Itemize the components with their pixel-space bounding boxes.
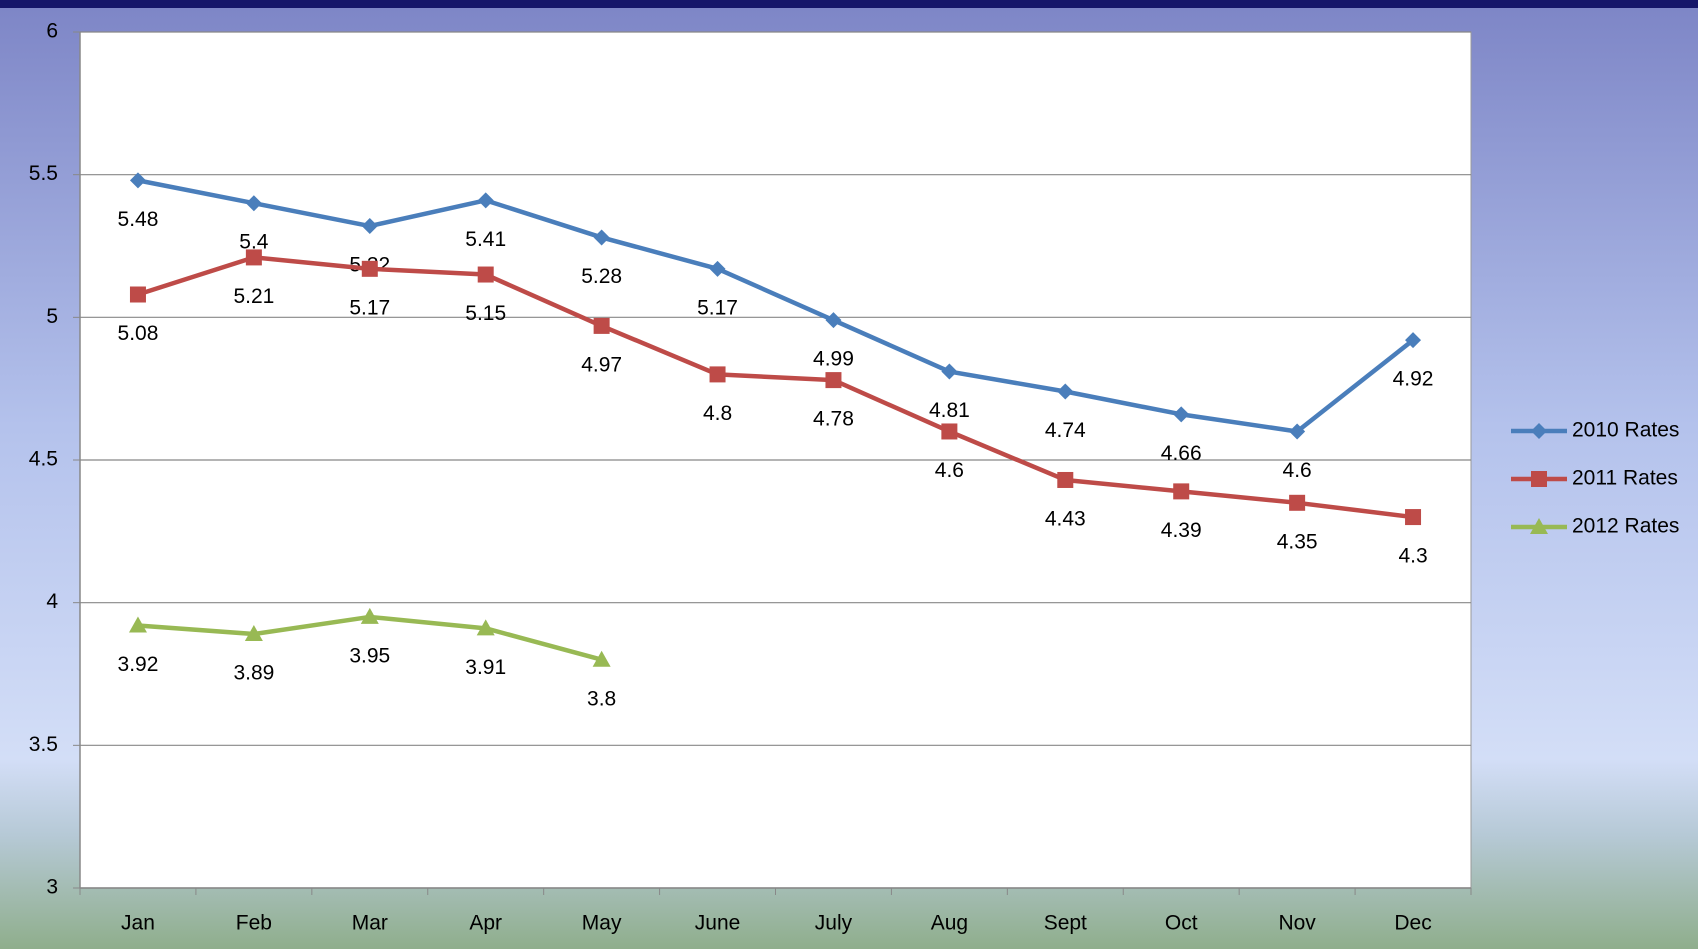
data-point xyxy=(477,192,494,209)
data-point xyxy=(825,312,842,329)
series-line xyxy=(137,178,1415,434)
data-label: 4.43 xyxy=(1045,508,1086,531)
data-label: 3.91 xyxy=(465,656,506,679)
data-point xyxy=(709,260,726,277)
x-tick-label: Apr xyxy=(469,912,502,935)
y-tick-label: 5 xyxy=(46,305,58,328)
x-tick-label: June xyxy=(695,912,741,935)
data-label: 5.08 xyxy=(118,322,159,345)
data-point xyxy=(1289,423,1306,440)
data-point xyxy=(1405,509,1422,526)
y-tick-label: 5.5 xyxy=(29,162,58,185)
data-label: 5.41 xyxy=(465,228,506,251)
x-tick-label: Feb xyxy=(236,912,272,935)
data-label: 5.17 xyxy=(349,296,390,319)
x-tick-label: Nov xyxy=(1278,912,1316,935)
x-tick-label: Oct xyxy=(1165,912,1198,935)
data-label: 4.99 xyxy=(813,348,854,371)
data-point xyxy=(128,616,147,633)
y-tick-label: 6 xyxy=(46,20,58,43)
data-label: 4.3 xyxy=(1398,545,1427,568)
data-point xyxy=(245,195,262,212)
x-tick-label: Dec xyxy=(1394,912,1431,935)
data-label: 4.81 xyxy=(929,399,970,422)
x-tick-label: Mar xyxy=(352,912,388,935)
data-label: 4.35 xyxy=(1277,530,1318,553)
data-label: 5.15 xyxy=(465,302,506,325)
data-label: 5.28 xyxy=(581,265,622,288)
data-point xyxy=(1057,383,1074,400)
data-label: 4.78 xyxy=(813,408,854,431)
data-label: 4.74 xyxy=(1045,419,1086,442)
data-point xyxy=(1289,494,1306,511)
data-label: 5.48 xyxy=(118,208,159,231)
data-label: 4.66 xyxy=(1161,442,1202,465)
series-line xyxy=(137,255,1414,520)
data-label: 4.97 xyxy=(581,353,622,376)
x-tick-label: May xyxy=(582,912,622,935)
data-label: 5.17 xyxy=(697,296,738,319)
data-point xyxy=(129,172,146,189)
data-point xyxy=(244,625,263,642)
data-label: 5.21 xyxy=(233,285,274,308)
top-bar xyxy=(0,0,1698,8)
legend-label: 2012 Rates xyxy=(1572,515,1679,538)
y-tick-label: 3 xyxy=(46,876,58,899)
data-point xyxy=(941,363,958,380)
data-point xyxy=(593,317,610,334)
data-label: 4.8 xyxy=(703,402,732,425)
y-tick-label: 4 xyxy=(46,590,58,613)
y-tick-label: 4.5 xyxy=(29,448,58,471)
data-point xyxy=(1057,471,1074,488)
data-point xyxy=(129,286,146,303)
data-label: 4.6 xyxy=(935,459,964,482)
legend-marker xyxy=(1531,471,1547,487)
legend-marker xyxy=(1530,518,1548,534)
data-label: 4.92 xyxy=(1393,368,1434,391)
data-point xyxy=(825,372,842,389)
legend-label: 2011 Rates xyxy=(1572,467,1678,490)
legend-marker xyxy=(1531,423,1547,439)
data-label: 3.8 xyxy=(587,687,616,710)
x-tick-label: Jan xyxy=(121,912,155,935)
data-point xyxy=(592,650,611,667)
data-point xyxy=(477,266,494,283)
data-label: 3.92 xyxy=(118,653,159,676)
data-point xyxy=(360,607,379,624)
data-point xyxy=(1173,483,1190,500)
data-point xyxy=(1173,406,1190,423)
data-label: 3.95 xyxy=(349,644,390,667)
data-point xyxy=(941,423,958,440)
legend-label: 2010 Rates xyxy=(1572,419,1679,442)
data-point xyxy=(361,218,378,235)
data-label: 3.89 xyxy=(233,662,274,685)
data-label: 5.4 xyxy=(239,231,269,254)
y-tick-label: 3.5 xyxy=(29,733,58,756)
x-tick-label: Sept xyxy=(1044,912,1087,935)
data-point xyxy=(593,229,610,246)
data-point xyxy=(476,619,495,636)
data-label: 4.39 xyxy=(1161,519,1202,542)
data-point xyxy=(709,366,726,383)
x-tick-label: Aug xyxy=(931,912,968,935)
data-label: 4.6 xyxy=(1283,459,1312,482)
data-point xyxy=(1405,332,1422,349)
x-tick-label: July xyxy=(815,912,853,935)
data-point xyxy=(245,249,262,266)
data-point xyxy=(361,260,378,277)
